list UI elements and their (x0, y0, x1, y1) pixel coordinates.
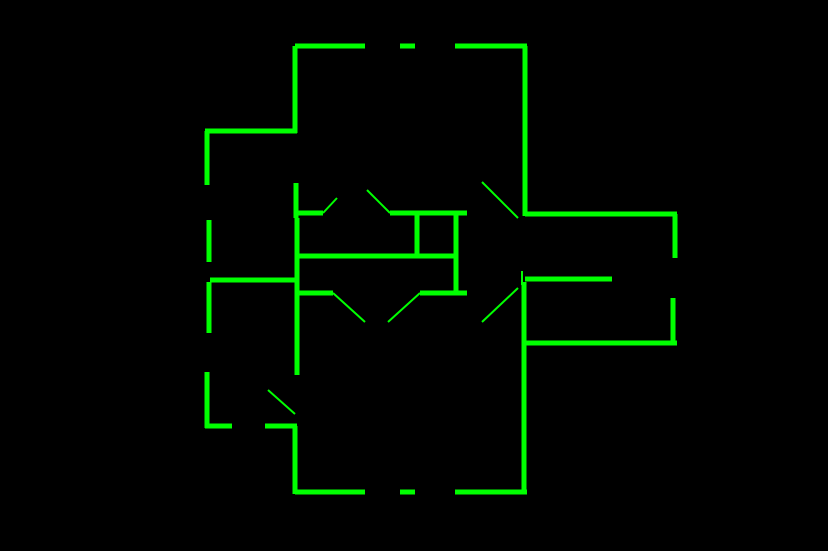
walls-layer (204, 43, 678, 495)
doors-layer (267, 181, 523, 415)
door-swing (267, 389, 296, 415)
door-swing (366, 189, 391, 214)
door-swing (332, 292, 366, 323)
door-swing (481, 181, 519, 219)
door-swing (481, 287, 519, 323)
door-swing (387, 292, 421, 323)
door-swing (322, 197, 338, 214)
